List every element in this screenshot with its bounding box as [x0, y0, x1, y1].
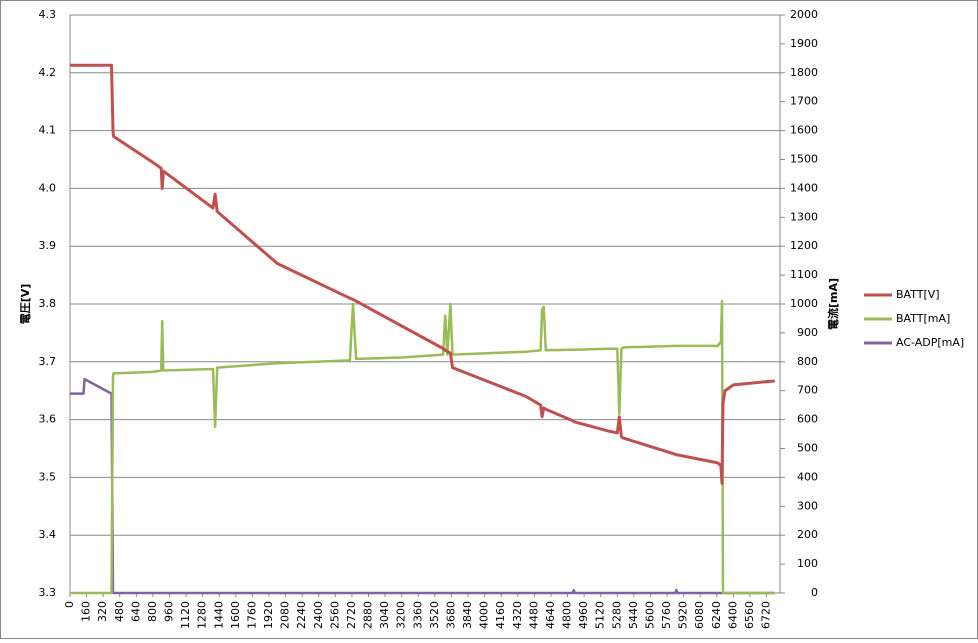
legend-label: AC-ADP[mA]: [896, 336, 964, 349]
y2-tick-label: 900: [797, 326, 818, 339]
x-tick-label: 6400: [726, 601, 739, 629]
x-tick-label: 640: [129, 601, 142, 622]
x-tick-label: 4480: [527, 601, 540, 629]
x-tick-label: 2400: [312, 601, 325, 629]
x-tick-label: 5600: [643, 601, 656, 629]
x-tick-label: 2880: [362, 601, 375, 629]
y2-tick-label: 1600: [790, 124, 818, 137]
x-tick-label: 1440: [212, 601, 225, 629]
x-tick-label: 4320: [511, 601, 524, 629]
x-tick-label: 6720: [760, 601, 773, 629]
x-tick-label: 4000: [478, 601, 491, 629]
y2-tick-label: 1500: [790, 153, 818, 166]
x-tick-label: 4800: [561, 601, 574, 629]
x-tick-label: 160: [80, 601, 93, 622]
x-tick-label: 3520: [428, 601, 441, 629]
x-tick-label: 1600: [229, 601, 242, 629]
y-tick-label: 4.0: [39, 181, 57, 194]
x-tick-label: 6080: [693, 601, 706, 629]
y-tick-label: 4.1: [39, 124, 57, 137]
y2-tick-label: 1100: [790, 268, 818, 281]
y2-tick-label: 2000: [790, 8, 818, 21]
x-tick-label: 3840: [461, 601, 474, 629]
x-tick-label: 3680: [444, 601, 457, 629]
y2-tick-label: 200: [797, 528, 818, 541]
x-tick-label: 6560: [743, 601, 756, 629]
x-tick-label: 3200: [395, 601, 408, 629]
x-tick-label: 4960: [577, 601, 590, 629]
y-tick-label: 3.3: [39, 586, 57, 599]
x-tick-label: 2720: [345, 601, 358, 629]
y-tick-label: 3.4: [39, 528, 57, 541]
x-tick-label: 5760: [660, 601, 673, 629]
x-tick-label: 960: [163, 601, 176, 622]
y-tick-label: 4.3: [39, 8, 57, 21]
y2-tick-label: 0: [811, 586, 818, 599]
x-tick-label: 1760: [245, 601, 258, 629]
y2-tick-label: 1900: [790, 37, 818, 50]
legend-label: BATT[V]: [896, 288, 940, 301]
x-tick-label: 3360: [411, 601, 424, 629]
x-tick-label: 320: [96, 601, 109, 622]
series-line: [70, 377, 775, 595]
x-tick-label: 1280: [196, 601, 209, 629]
y2-tick-label: 400: [797, 470, 818, 483]
y2-tick-label: 300: [797, 499, 818, 512]
y2-tick-label: 700: [797, 384, 818, 397]
x-tick-label: 6240: [710, 601, 723, 629]
y-tick-label: 3.8: [39, 297, 57, 310]
x-tick-label: 2560: [328, 601, 341, 629]
x-tick-label: 5280: [610, 601, 623, 629]
y2-tick-label: 100: [797, 557, 818, 570]
y-tick-label: 4.2: [39, 66, 57, 79]
y2-tick-label: 1300: [790, 210, 818, 223]
y2-tick-label: 1000: [790, 297, 818, 310]
x-tick-label: 2240: [295, 601, 308, 629]
x-tick-label: 1120: [179, 601, 192, 629]
x-tick-label: 5920: [677, 601, 690, 629]
y2-tick-label: 600: [797, 413, 818, 426]
y2-tick-label: 1700: [790, 95, 818, 108]
y-tick-label: 3.7: [39, 355, 57, 368]
x-tick-label: 800: [146, 601, 159, 622]
y-tick-label: 3.6: [39, 413, 57, 426]
y2-axis-title: 電流[mA]: [826, 278, 840, 330]
y2-tick-label: 500: [797, 442, 818, 455]
x-tick-label: 480: [113, 601, 126, 622]
x-tick-label: 4640: [544, 601, 557, 629]
y-tick-label: 3.5: [39, 470, 57, 483]
series-line: [70, 299, 775, 595]
y2-tick-label: 1800: [790, 66, 818, 79]
x-tick-label: 4160: [494, 601, 507, 629]
x-tick-label: 5440: [627, 601, 640, 629]
y2-tick-label: 800: [797, 355, 818, 368]
legend-label: BATT[mA]: [896, 312, 950, 325]
x-tick-label: 5120: [594, 601, 607, 629]
x-tick-label: 3040: [378, 601, 391, 629]
y2-tick-label: 1200: [790, 239, 818, 252]
y2-tick-label: 1400: [790, 181, 818, 194]
y-axis-title: 電圧[V]: [19, 284, 32, 325]
x-tick-label: 1920: [262, 601, 275, 629]
series-line: [70, 63, 775, 485]
x-tick-label: 0: [63, 601, 76, 608]
y-tick-label: 3.9: [39, 239, 57, 252]
x-tick-label: 2080: [279, 601, 292, 629]
